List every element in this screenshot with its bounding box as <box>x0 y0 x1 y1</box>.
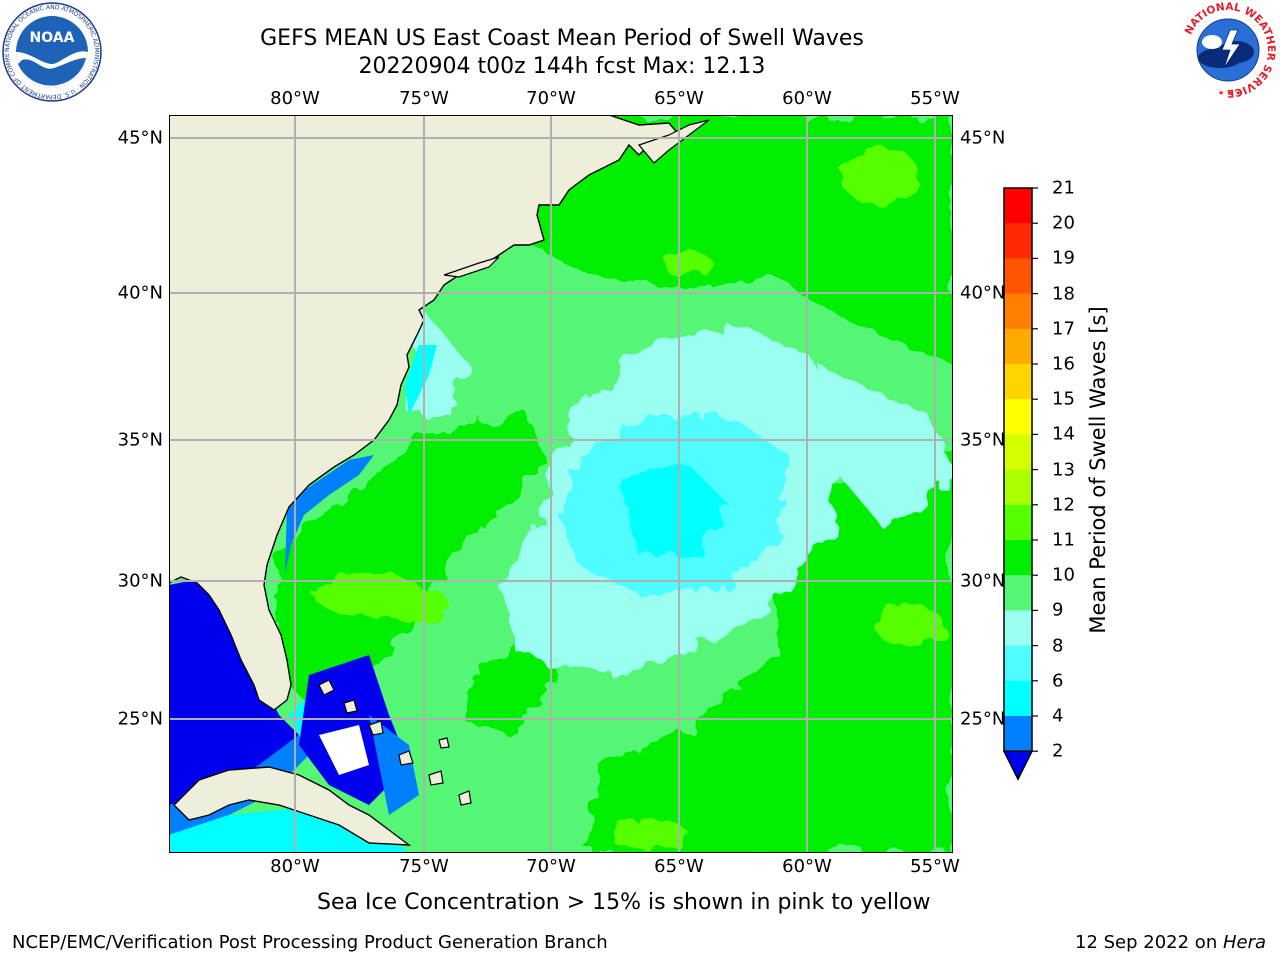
lon-tick-bottom: 60°W <box>782 856 832 877</box>
land-long-island <box>443 256 500 278</box>
swell-zone-11-12 <box>314 147 944 849</box>
colorbar-segment <box>1004 328 1032 365</box>
colorbar-extend-arrow <box>1002 750 1034 781</box>
colorbar-segment <box>1004 504 1032 541</box>
colorbar-segment <box>1004 540 1032 576</box>
svg-text:★ ★ ★: ★ ★ ★ <box>1218 89 1241 97</box>
colorbar-segment <box>1004 680 1032 717</box>
lat-tick-right: 45°N <box>960 127 1006 149</box>
coastal-strip <box>405 345 437 415</box>
footer-credit: NCEP/EMC/Verification Post Processing Pr… <box>12 932 608 953</box>
sea-ice-note: Sea Ice Concentration > 15% is shown in … <box>317 890 931 915</box>
lon-tick-top: 60°W <box>782 88 832 109</box>
lat-tick-left: 30°N <box>117 570 163 592</box>
lon-tick-top: 55°W <box>910 88 960 109</box>
lat-tick-right: 35°N <box>960 429 1006 451</box>
colorbar-tick-label: 15 <box>1052 388 1075 410</box>
lon-tick-top: 65°W <box>654 88 704 109</box>
lat-tick-left: 35°N <box>117 429 163 451</box>
nws-logo: NATIONAL WEATHER SERVICE ★ ★ ★ <box>1180 1 1277 99</box>
bahamas-islands <box>318 679 472 806</box>
colorbar-tick-label: 16 <box>1052 353 1075 375</box>
colorbar-title: Mean Period of Swell Waves [s] <box>1086 306 1110 634</box>
colorbar-segment <box>1004 258 1032 295</box>
colorbar-tick-label: 20 <box>1052 212 1075 234</box>
colorbar-segment <box>1004 645 1032 682</box>
lat-tick-left: 40°N <box>117 282 163 304</box>
map-title: GEFS MEAN US East Coast Mean Period of S… <box>260 26 864 51</box>
colorbar-tick-label: 19 <box>1052 247 1075 269</box>
lon-tick-bottom: 55°W <box>910 856 960 877</box>
land-cuba <box>173 766 412 846</box>
colorbar-tick-label: 4 <box>1052 705 1064 727</box>
colorbar-tick-label: 6 <box>1052 670 1064 692</box>
colorbar-tick-label: 13 <box>1052 459 1075 481</box>
colorbar-segment <box>1004 716 1032 752</box>
swell-zone-6-8 <box>559 415 789 595</box>
lon-tick-top: 70°W <box>526 88 576 109</box>
colorbar-segment <box>1004 399 1032 435</box>
lat-tick-left: 45°N <box>117 127 163 149</box>
lon-tick-top: 75°W <box>399 88 449 109</box>
noaa-logo: NATIONAL OCEANIC AND ATMOSPHERIC ADMINIS… <box>2 2 102 102</box>
colorbar-segment <box>1004 575 1032 611</box>
colorbar-segment <box>1004 188 1032 224</box>
map-subtitle: 20220904 t00z 144h fcst Max: 12.13 <box>358 54 766 79</box>
lon-tick-bottom: 65°W <box>654 856 704 877</box>
colorbar-tick-label: 10 <box>1052 564 1075 586</box>
colorbar-tick-label: 11 <box>1052 529 1075 551</box>
colorbar-tick-label: 9 <box>1052 599 1064 621</box>
lon-tick-bottom: 70°W <box>526 856 576 877</box>
colorbar-tick-label: 8 <box>1052 635 1064 657</box>
colorbar-segment <box>1004 364 1032 400</box>
footer-host: Hera <box>1222 932 1266 953</box>
map-canvas <box>169 115 953 853</box>
lon-tick-top: 80°W <box>270 88 320 109</box>
lat-tick-left: 25°N <box>117 708 163 730</box>
coastal-strip <box>285 455 374 575</box>
land-nova-scotia <box>637 119 710 164</box>
lat-tick-right: 25°N <box>960 708 1006 730</box>
colorbar-segment <box>1004 434 1032 471</box>
colorbar-segment <box>1004 293 1032 330</box>
footer-date-text: 12 Sep 2022 on <box>1075 932 1223 953</box>
colorbar-tick-label: 14 <box>1052 423 1075 445</box>
colorbar <box>1002 187 1038 781</box>
lon-tick-bottom: 80°W <box>270 856 320 877</box>
colorbar-tick-label: 2 <box>1052 740 1064 762</box>
colorbar-segment <box>1004 469 1032 506</box>
colorbar-tick-label: 17 <box>1052 318 1075 340</box>
colorbar-tick-label: 12 <box>1052 494 1075 516</box>
lat-tick-right: 40°N <box>960 282 1006 304</box>
graticule <box>169 115 953 853</box>
lat-tick-right: 30°N <box>960 570 1006 592</box>
land-north-america <box>169 115 681 711</box>
colorbar-segment <box>1004 223 1032 259</box>
lon-tick-bottom: 75°W <box>399 856 449 877</box>
colorbar-tick-label: 18 <box>1052 283 1075 305</box>
colorbar-segment <box>1004 610 1032 647</box>
footer-date: 12 Sep 2022 on Hera <box>1075 932 1266 953</box>
noaa-logo-text: NOAA <box>30 30 75 46</box>
colorbar-tick-label: 21 <box>1052 177 1075 199</box>
